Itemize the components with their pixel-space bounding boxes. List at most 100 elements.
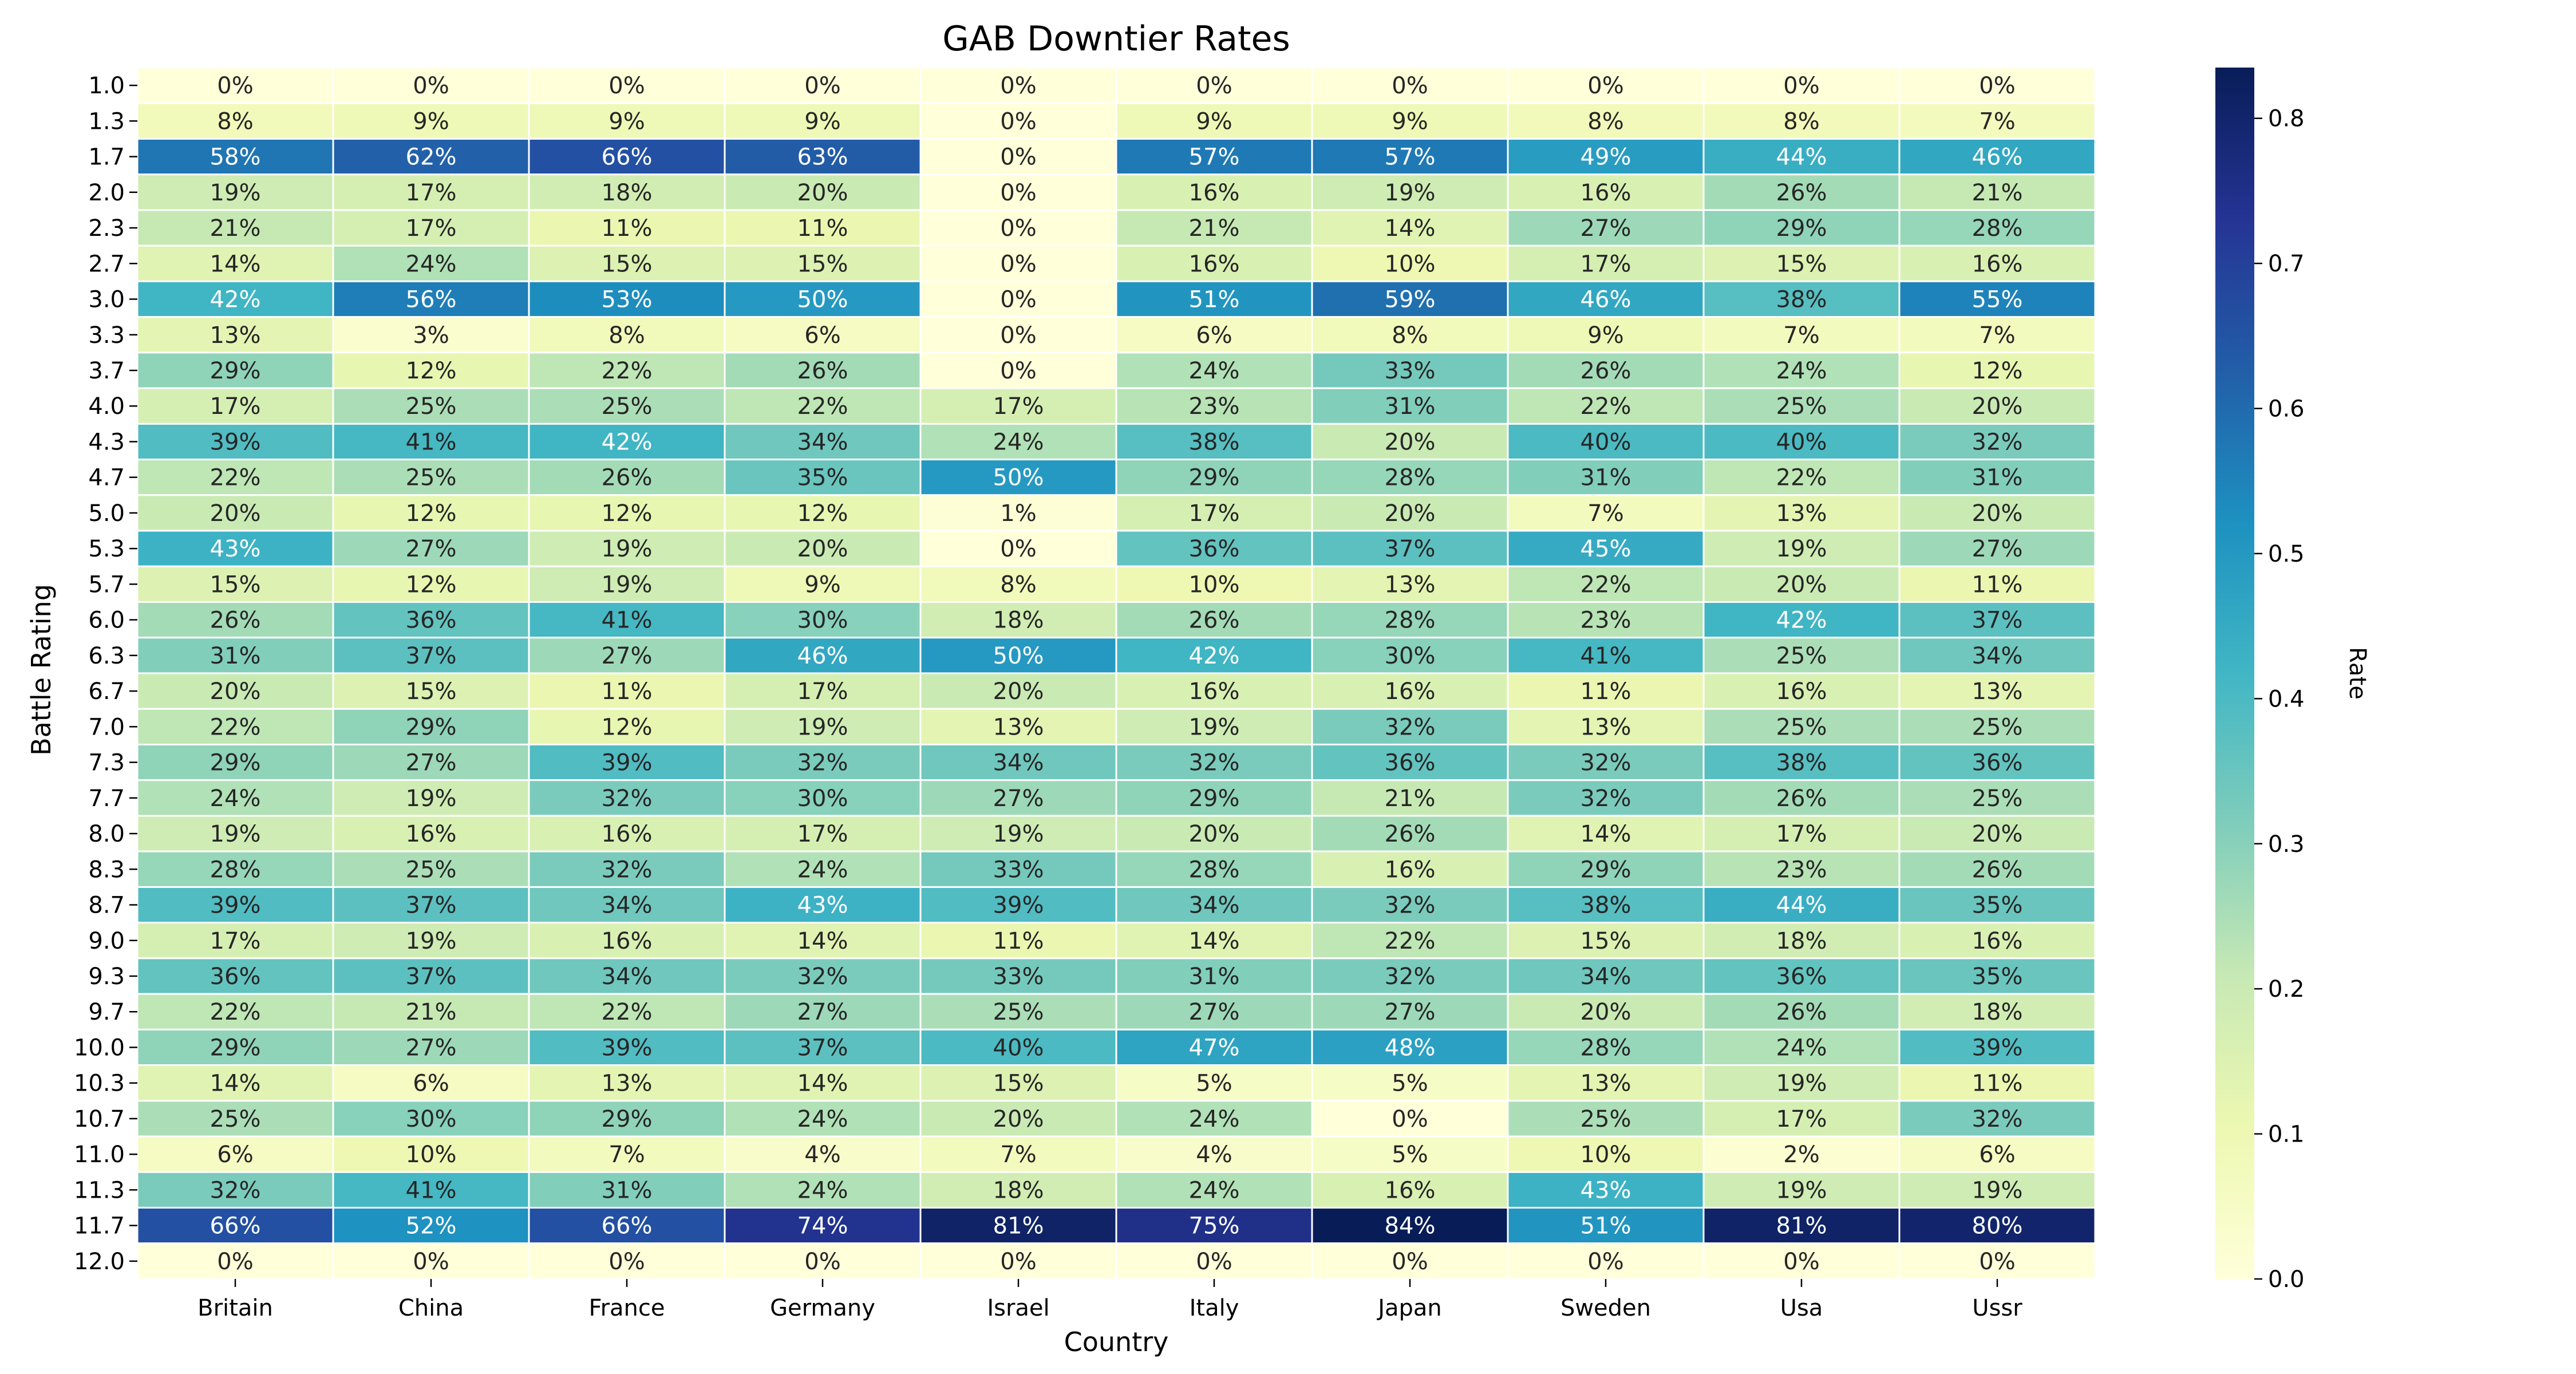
heatmap-cell	[1702, 850, 1901, 888]
heatmap-cell	[1115, 815, 1313, 852]
cell-value-label: 30%	[1385, 643, 1436, 669]
cell-value-label: 0%	[1196, 73, 1232, 99]
cell-value-label: 29%	[1189, 785, 1240, 812]
cell-value-label: 17%	[797, 821, 848, 847]
cell-value-label: 21%	[406, 999, 457, 1025]
heatmap-cell	[528, 743, 726, 781]
y-tick-label: 8.7	[88, 893, 125, 919]
cell-value-label: 26%	[1972, 856, 2023, 883]
y-tick-label: 2.0	[88, 180, 125, 206]
cell-value-label: 13%	[1776, 500, 1827, 527]
heatmap-cell	[528, 565, 726, 603]
heatmap-cell	[1702, 137, 1901, 176]
heatmap-cell	[332, 886, 530, 924]
cell-value-label: 16%	[1189, 180, 1240, 206]
heatmap-cell	[724, 352, 922, 389]
cell-value-label: 12%	[406, 571, 457, 598]
heatmap-cell	[332, 850, 530, 888]
cell-value-label: 42%	[210, 287, 261, 313]
heatmap-cell	[1507, 708, 1705, 745]
cell-value-label: 24%	[1776, 358, 1827, 384]
heatmap-cell	[1898, 209, 2096, 247]
cell-value-label: 20%	[210, 500, 261, 527]
cell-value-label: 41%	[406, 1177, 457, 1203]
colorbar-tick-label: 0.5	[2268, 541, 2305, 567]
heatmap-cell	[1507, 387, 1705, 425]
heatmap-cell	[332, 423, 530, 461]
cell-value-label: 51%	[1189, 287, 1240, 313]
cell-value-label: 19%	[993, 821, 1044, 847]
cell-value-label: 29%	[406, 714, 457, 740]
heatmap-cell	[1507, 1135, 1705, 1173]
y-tick-label: 7.7	[88, 785, 125, 812]
cell-value-label: 36%	[1776, 964, 1827, 990]
cell-value-label: 0%	[1000, 180, 1036, 206]
cell-value-label: 38%	[1189, 429, 1240, 455]
heatmap-cell	[1702, 530, 1901, 567]
cell-value-label: 51%	[1581, 1213, 1631, 1239]
cell-value-label: 22%	[1581, 571, 1631, 598]
cell-value-label: 81%	[1776, 1213, 1827, 1239]
cell-value-label: 34%	[602, 893, 653, 919]
cell-value-label: 17%	[210, 393, 261, 420]
cell-value-label: 9%	[1587, 322, 1623, 349]
heatmap-cell	[1507, 352, 1705, 389]
heatmap-cell	[528, 1135, 726, 1173]
heatmap-cell	[724, 280, 922, 318]
heatmap-cell	[136, 993, 334, 1030]
cell-value-label: 66%	[210, 1213, 261, 1239]
x-tick-label: Israel	[987, 1295, 1049, 1321]
heatmap-cell	[1507, 280, 1705, 318]
cell-value-label: 36%	[210, 964, 261, 990]
cell-value-label: 39%	[993, 893, 1044, 919]
heatmap-cell	[1507, 102, 1705, 140]
heatmap-cell	[1702, 102, 1901, 140]
cell-value-label: 16%	[1385, 1177, 1436, 1203]
colorbar-label: Rate	[2344, 647, 2370, 700]
cell-value-label: 19%	[1189, 714, 1240, 740]
cell-value-label: 56%	[406, 287, 457, 313]
heatmap-cell	[332, 957, 530, 995]
heatmap-cell	[1898, 316, 2096, 354]
cell-value-label: 44%	[1776, 144, 1827, 171]
cell-value-label: 0%	[1587, 73, 1623, 99]
heatmap-cell	[1115, 1242, 1313, 1280]
cell-value-label: 25%	[406, 465, 457, 491]
cell-value-label: 0%	[1000, 1249, 1036, 1275]
cell-value-label: 13%	[993, 714, 1044, 740]
cell-value-label: 29%	[210, 750, 261, 776]
heatmap-cell	[919, 1242, 1117, 1280]
cell-value-label: 24%	[1189, 1177, 1240, 1203]
heatmap-cell	[332, 66, 530, 104]
cell-value-label: 17%	[1776, 821, 1827, 847]
cell-value-label: 25%	[1776, 714, 1827, 740]
cell-value-label: 39%	[1972, 1035, 2023, 1061]
cell-value-label: 25%	[1776, 643, 1827, 669]
heatmap-cell	[1702, 815, 1901, 852]
heatmap-cell	[1115, 459, 1313, 496]
y-tick-label: 1.3	[88, 108, 125, 135]
cell-value-label: 15%	[406, 678, 457, 705]
y-axis: 1.0 1.3 1.7 2.0 2.3 2.7 3.0 3.3 3.7 4.0 4.3 4.7 5.0 5…	[74, 73, 137, 1275]
heatmap-cell	[1898, 1207, 2096, 1245]
heatmap-cells: 0% 0% 0% 0% 0% 0% 0% 0% 0% 0% 8% 9% 9% 9% 0% 9% 9% 8% 8% 7%…	[136, 66, 2096, 1280]
heatmap-cell	[1702, 708, 1901, 745]
heatmap-cell	[1898, 387, 2096, 425]
cell-value-label: 27%	[406, 1035, 457, 1061]
cell-value-label: 32%	[1385, 893, 1436, 919]
heatmap-cell	[1507, 1028, 1705, 1067]
cell-value-label: 32%	[1972, 1106, 2023, 1132]
cell-value-label: 7%	[1979, 108, 2015, 135]
cell-value-label: 13%	[1581, 714, 1631, 740]
cell-value-label: 7%	[1783, 322, 1819, 349]
heatmap-cell	[136, 743, 334, 781]
cell-value-label: 63%	[797, 144, 848, 171]
heatmap-cell	[136, 601, 334, 639]
cell-value-label: 0%	[1000, 108, 1036, 135]
cell-value-label: 59%	[1385, 287, 1436, 313]
heatmap-cell	[136, 530, 334, 567]
heatmap-cell	[136, 494, 334, 532]
cell-value-label: 40%	[993, 1035, 1044, 1061]
cell-value-label: 18%	[1972, 999, 2023, 1025]
